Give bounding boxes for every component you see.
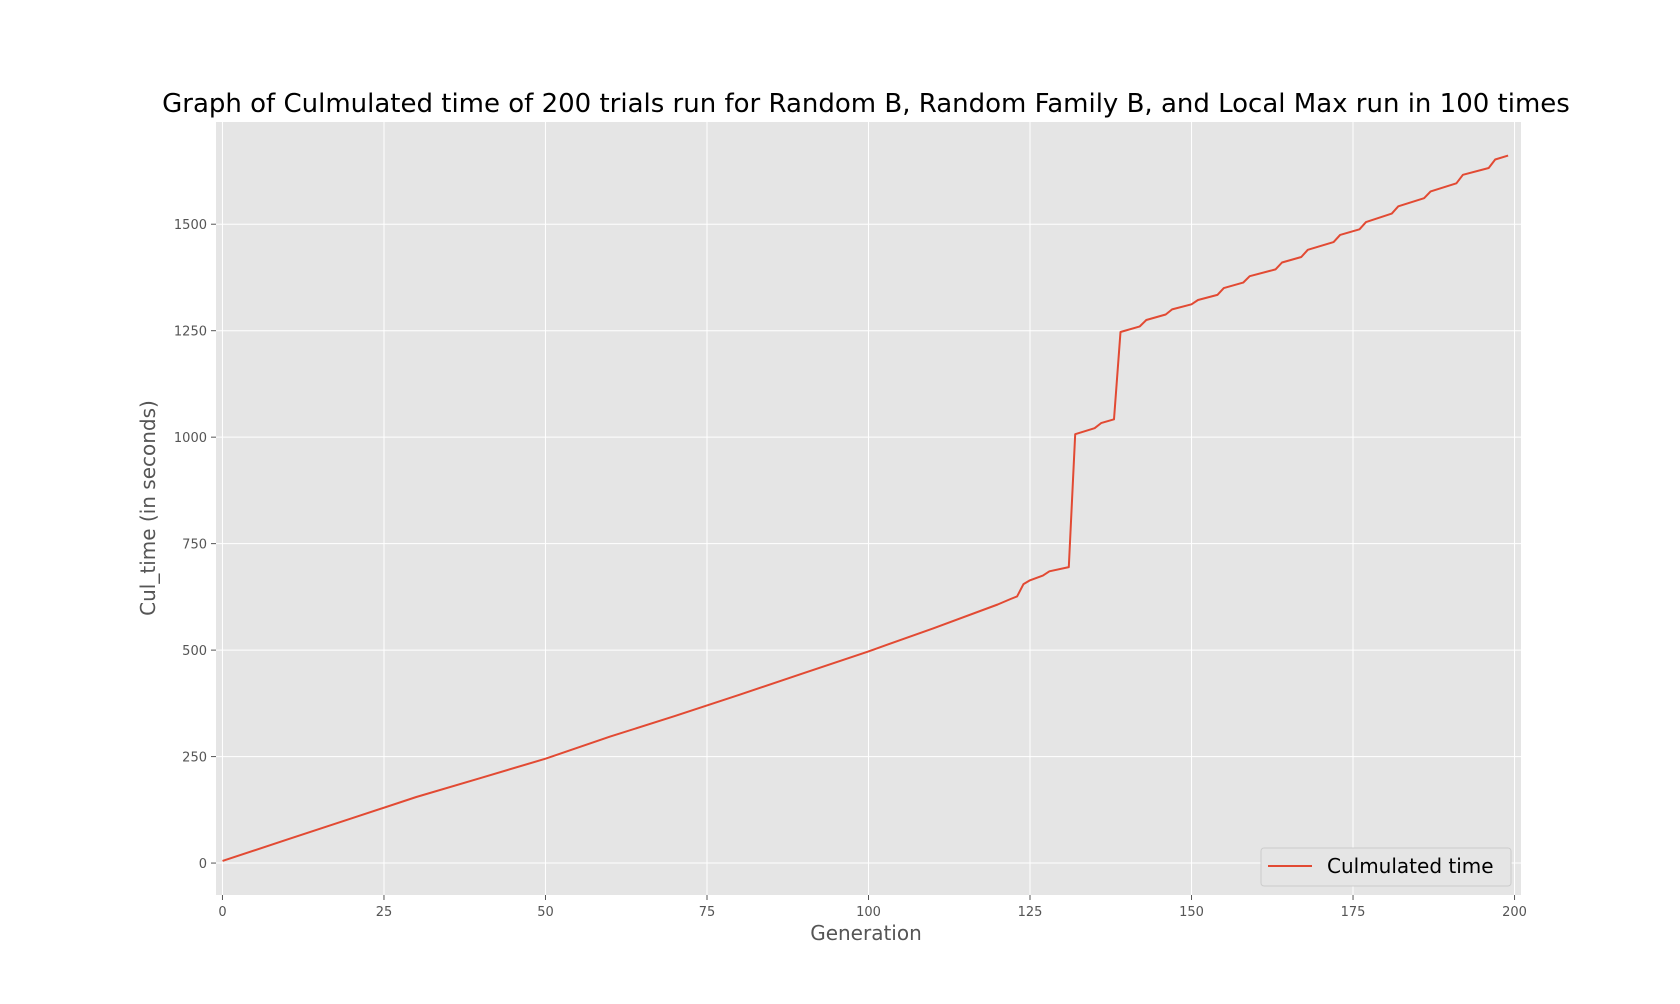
x-tick-label: 125	[1018, 905, 1043, 920]
y-tick-label: 500	[182, 644, 207, 659]
x-tick-label: 200	[1502, 905, 1527, 920]
x-tick-label: 0	[218, 905, 226, 920]
x-tick-label: 100	[856, 905, 881, 920]
series-layer	[222, 154, 1509, 862]
series-line-culmulated-time	[222, 154, 1509, 862]
legend-label: Culmulated time	[1327, 854, 1494, 878]
x-tick-label: 175	[1341, 905, 1366, 920]
x-tick-label: 25	[376, 905, 393, 920]
chart-title: Graph of Culmulated time of 200 trials r…	[162, 89, 1570, 119]
legend: Culmulated time	[1260, 847, 1512, 887]
y-tick-label: 750	[182, 538, 207, 553]
x-axis-label: Generation	[810, 921, 922, 945]
y-tick-label: 0	[199, 857, 207, 872]
x-tick-label: 75	[699, 905, 716, 920]
y-tick-label: 1250	[174, 325, 207, 340]
x-tick-label: 150	[1179, 905, 1204, 920]
x-tick-label: 50	[537, 905, 554, 920]
y-tick-label: 250	[182, 751, 207, 766]
y-axis-label: Cul_time (in seconds)	[136, 400, 160, 616]
y-tick-label: 1000	[174, 431, 207, 446]
y-tick-label: 1500	[174, 218, 207, 233]
legend-box	[1260, 847, 1512, 887]
tick-layer: 0 25 50 75 100 125 150 175 200 0 250 500 750 1000 1250…	[174, 218, 1527, 920]
